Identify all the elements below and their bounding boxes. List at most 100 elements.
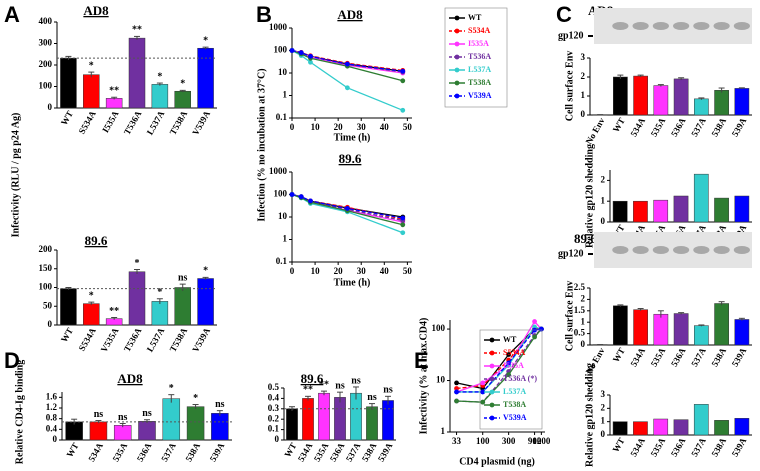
significance-label: ns [118, 412, 128, 423]
series-point [454, 389, 459, 395]
bar [382, 400, 394, 441]
bar [151, 301, 169, 326]
bar [714, 303, 729, 346]
y-tick-label: 1000 [269, 22, 288, 32]
x-tick-label: 100 [476, 436, 490, 446]
x-tick-label: 537A [159, 441, 178, 464]
bar [612, 200, 628, 223]
y-tick-label: 0.3 [268, 403, 280, 413]
x-tick-label: T538A [168, 109, 190, 137]
legend-label: WT [503, 335, 517, 344]
x-tick-label: T536A [122, 109, 144, 137]
significance-label: ns [335, 380, 345, 391]
series-point [400, 68, 406, 74]
x-tick-label: 539A [730, 346, 749, 369]
series-point [344, 85, 350, 91]
bar [653, 85, 669, 116]
x-tick-label: 534A [628, 116, 647, 139]
x-axis-label: CD4 plasmid (ng) [459, 456, 535, 467]
bar [653, 418, 669, 436]
chart-title: AD8 [83, 3, 109, 18]
blot-band [632, 246, 649, 254]
legend-marker [454, 67, 460, 73]
x-tick-label: WT [59, 326, 75, 344]
y-tick-label: 0.2 [268, 413, 280, 423]
x-tick-label: 537A [689, 116, 708, 139]
series-point [308, 59, 313, 65]
bar [694, 325, 709, 346]
bar [174, 90, 191, 109]
chart-title: 89.6 [574, 231, 597, 246]
significance-label: * [193, 393, 198, 404]
x-tick-label: 538A [709, 116, 728, 139]
x-tick-label: WT [611, 346, 627, 364]
significance-label: ns [383, 385, 393, 396]
legend-marker [489, 389, 495, 395]
bar [734, 195, 750, 223]
significance-label: ** [303, 385, 313, 396]
significance-label: ** [132, 25, 142, 36]
legend-label: S534A [468, 26, 490, 35]
significance-label: ** [319, 379, 329, 390]
y-axis-label: Infectivity (% at max.CD4) [418, 318, 429, 435]
x-tick-label: V539A [190, 326, 212, 354]
y-tick-label: 0 [601, 429, 606, 439]
significance-label: ns [142, 408, 152, 419]
x-tick-label: 536A [669, 436, 688, 459]
y-tick-label: 10 [436, 375, 446, 385]
panel-letter: D [4, 348, 20, 373]
bar [151, 84, 169, 109]
y-axis-label: Infectivity (RLU / pg p24 Ag) [10, 113, 21, 238]
y-tick-label: 50 [43, 300, 53, 310]
significance-label: * [203, 266, 208, 277]
x-tick-label: 537A [344, 441, 363, 464]
blot-band [693, 22, 710, 30]
x-axis-label: Time (h) [334, 132, 371, 143]
legend-label: V539A [503, 413, 527, 422]
bar [673, 419, 689, 436]
y-tick-label: 1.5 [574, 305, 586, 315]
y-tick-label: 300 [39, 38, 53, 48]
x-tick-label: 538A [360, 441, 379, 464]
series-point [298, 194, 304, 200]
bar [138, 421, 156, 441]
y-axis-label: Relative CD4-Ig binding [14, 360, 25, 464]
bar [653, 313, 669, 346]
x-tick-label: 539A [730, 436, 749, 459]
y-tick-label: 100 [274, 45, 288, 55]
blot-band [733, 22, 750, 30]
y-tick-label: 1 [283, 90, 288, 100]
legend-label: T536A [468, 52, 491, 61]
y-tick-label: 0 [601, 216, 606, 226]
legend-marker [489, 415, 495, 421]
x-tick-label: I535A [100, 109, 121, 135]
x-tick-label: L537A [145, 326, 167, 354]
x-tick-label: 10 [311, 266, 321, 276]
blot-band [652, 246, 669, 254]
x-tick-label: 50 [403, 122, 413, 132]
x-tick-label: 535A [111, 441, 130, 464]
series-point [480, 399, 486, 405]
blot-band [652, 22, 669, 30]
y-tick-label: 0 [581, 339, 586, 349]
blot-band [673, 22, 690, 30]
x-tick-label: 40 [380, 266, 390, 276]
x-tick-label: 538A [709, 346, 728, 369]
blot-band [693, 246, 710, 254]
x-tick-label: 535A [312, 441, 331, 464]
series-point [454, 398, 459, 404]
x-tick-label: 538A [709, 436, 728, 459]
x-tick-label: 535A [649, 346, 668, 369]
bar [714, 420, 729, 436]
significance-label: ** [109, 86, 119, 97]
bar [633, 200, 648, 223]
legend-label: S534A [503, 348, 525, 357]
bar [366, 406, 378, 441]
series-point [289, 192, 295, 197]
y-tick-label: 100 [274, 189, 288, 199]
significance-label: ns [351, 375, 361, 386]
y-tick-label: 0 [53, 434, 58, 444]
x-tick-label: 300 [502, 436, 516, 446]
y-tick-label: 0.1 [276, 112, 288, 122]
